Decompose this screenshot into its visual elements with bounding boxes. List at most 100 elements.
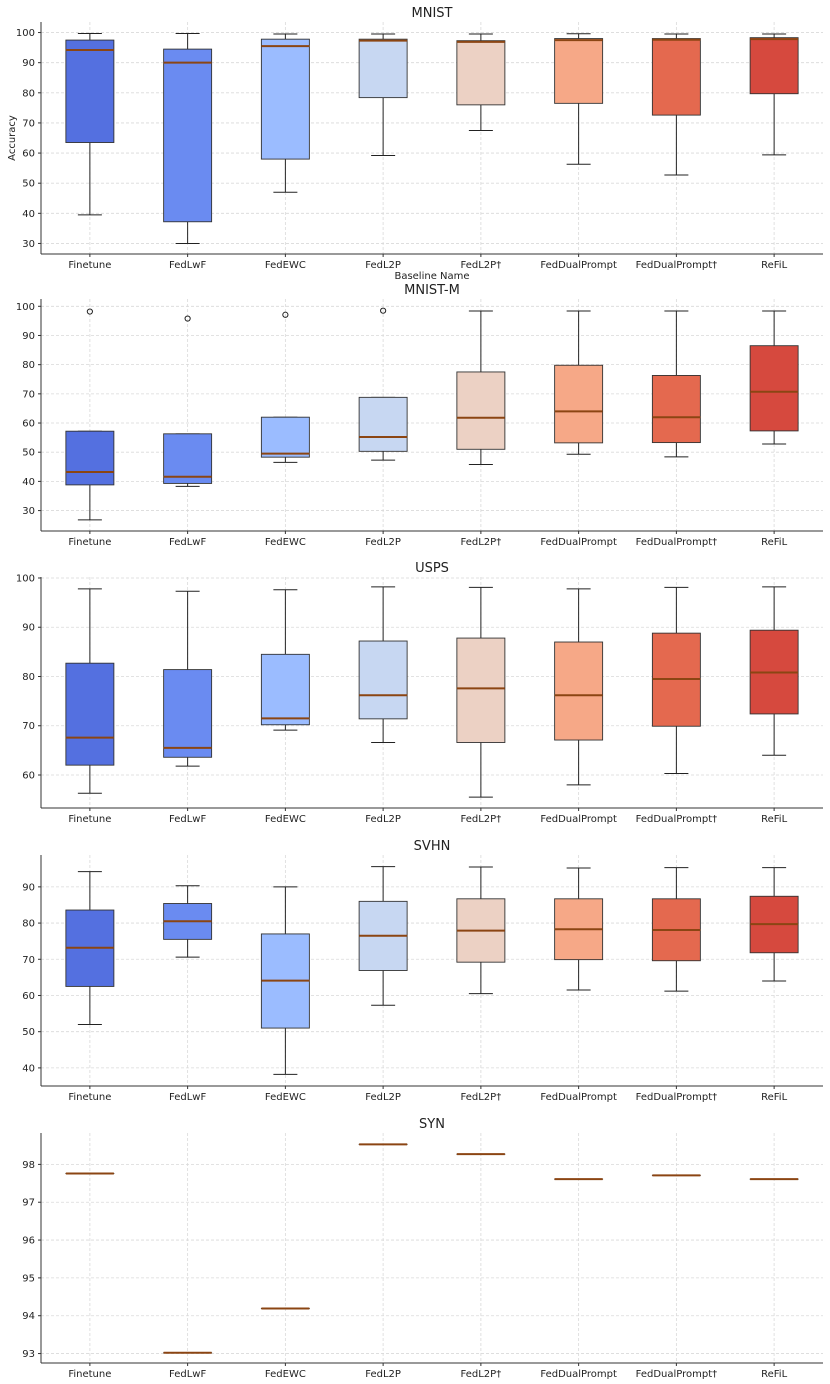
y-tick-label: 90 [22,58,35,69]
x-tick-label: ReFiL [761,814,787,825]
y-tick-label: 60 [22,771,35,782]
y-tick-label: 97 [22,1198,35,1209]
y-tick-label: 70 [22,955,35,966]
box-FedDualPrompt [554,867,604,991]
box-ReFiL [749,310,799,445]
x-tick-label: FedL2P [365,1369,401,1380]
x-tick-label: FedDualPrompt† [636,260,718,271]
iqr-box [260,416,310,458]
box-FedEWC [260,589,310,731]
y-tick-label: 100 [16,28,35,39]
x-tick-label: FedL2P† [461,814,502,825]
y-tick-label: 50 [22,1027,35,1038]
y-tick-label: 80 [22,672,35,683]
x-tick-label: Finetune [68,1092,111,1103]
x-tick-label: ReFiL [761,1092,787,1103]
x-tick-label: FedLwF [169,1092,206,1103]
iqr-box [456,371,506,450]
outlier-point [184,315,191,322]
x-tick-label: Finetune [68,1369,111,1380]
iqr-box [260,38,310,160]
x-tick-label: FedLwF [169,537,206,548]
box-FedDualPrompt† [651,867,701,992]
box-Finetune [65,32,115,216]
y-tick-label: 98 [22,1160,35,1171]
box-FedL2P [358,866,408,1006]
iqr-box [65,39,115,143]
box-Finetune [65,588,115,794]
outlier-point [282,311,289,318]
y-tick-label: 70 [22,389,35,400]
x-tick-label: FedEWC [265,260,306,271]
x-tick-label: FedL2P [365,814,401,825]
x-tick-label: FedDualPrompt [540,1092,617,1103]
x-tick-label: FedLwF [169,814,206,825]
box-FedL2P† [456,866,506,995]
iqr-box [651,38,701,116]
subplot-2: USPS 60 70 80 90 100 Finetune FedLwF FedEWC FedL2… [16,561,823,825]
iqr-box [456,40,506,106]
box-FedEWC [260,33,310,193]
y-tick-label: 40 [22,477,35,488]
box-FedL2P [358,307,408,461]
x-tick-label: Finetune [68,814,111,825]
box-FedDualPrompt [554,33,604,165]
y-tick-label: 40 [22,209,35,220]
subplot-title: MNIST-M [404,283,460,298]
box-FedEWC [260,886,310,1075]
x-tick-label: FedEWC [265,814,306,825]
y-tick-label: 90 [22,331,35,342]
box-FedDualPrompt [554,310,604,455]
x-tick-label: FedL2P [365,260,401,271]
subplot-0: MNIST 30 40 50 60 70 80 90 100 Finetune FedLwF FedE… [7,6,823,282]
box-FedL2P† [456,586,506,798]
box-FedL2P [358,33,408,156]
subplot-1: MNIST-M 30 40 50 60 70 80 90 100 Finetune FedLwF Fe… [16,283,823,548]
iqr-box [163,48,213,223]
subplot-4: SYN 93 94 95 96 97 98 Finetune FedLwF FedEWC FedL2… [22,1117,823,1380]
iqr-box [554,641,604,741]
y-tick-label: 60 [22,419,35,430]
iqr-box [554,38,604,104]
iqr-box [65,430,115,486]
x-tick-label: FedDualPrompt [540,537,617,548]
box-ReFiL [749,33,799,156]
x-tick-label: Finetune [68,537,111,548]
y-tick-label: 90 [22,623,35,634]
x-tick-label: FedDualPrompt† [636,814,718,825]
iqr-box [358,38,408,99]
subplot-title: SYN [419,1117,445,1132]
iqr-box [554,364,604,444]
y-tick-label: 95 [22,1273,35,1284]
x-tick-label: FedLwF [169,1369,206,1380]
box-FedLwF [163,590,213,767]
x-tick-label: FedDualPrompt† [636,1092,718,1103]
x-tick-label: FedDualPrompt [540,1369,617,1380]
iqr-box [358,396,408,452]
box-FedL2P [358,586,408,743]
y-tick-label: 70 [22,118,35,129]
y-tick-label: 80 [22,360,35,371]
y-tick-label: 70 [22,721,35,732]
y-axis-label: Accuracy [7,115,18,161]
x-tick-label: FedDualPrompt [540,260,617,271]
iqr-box [749,37,799,95]
outlier-point [380,307,387,314]
box-ReFiL [749,867,799,982]
iqr-box [163,669,213,758]
x-tick-label: FedLwF [169,260,206,271]
x-tick-label: FedL2P [365,1092,401,1103]
box-FedDualPrompt† [651,586,701,775]
box-Finetune [65,308,115,521]
iqr-box [163,433,213,484]
box-FedLwF [163,885,213,958]
x-tick-label: FedEWC [265,537,306,548]
iqr-box [651,375,701,444]
x-axis-label: Baseline Name [394,271,469,282]
x-tick-label: FedEWC [265,1092,306,1103]
y-tick-label: 60 [22,149,35,160]
x-tick-label: FedEWC [265,1369,306,1380]
y-tick-label: 40 [22,1063,35,1074]
subplot-title: MNIST [412,6,453,21]
